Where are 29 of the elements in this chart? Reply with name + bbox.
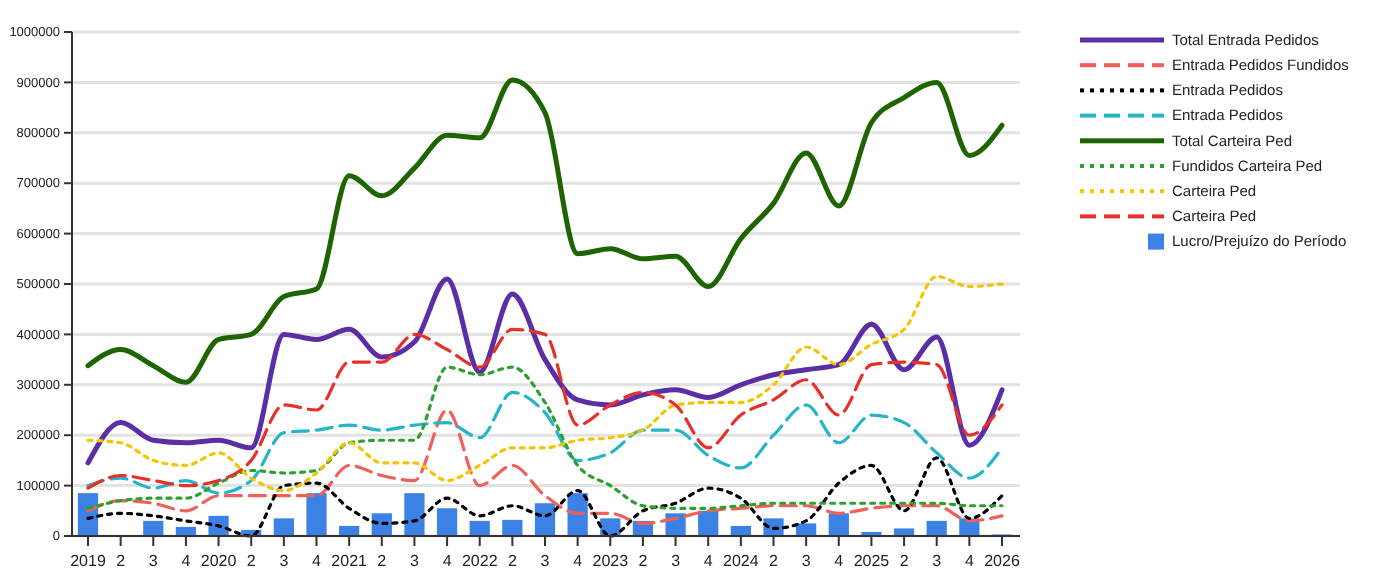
x-tick-label: 2 <box>899 552 910 570</box>
x-tick-label: 4 <box>834 552 845 570</box>
x-tick-label: 4 <box>181 552 192 570</box>
x-tick-label: 2019 <box>70 552 107 570</box>
x-tick-label: 2024 <box>723 552 760 570</box>
x-tick-label: 3 <box>148 552 159 570</box>
x-tick-label: 3 <box>279 552 290 570</box>
x-tick-label: 4 <box>964 552 975 570</box>
x-tick-label: 4 <box>573 552 584 570</box>
x-tick-label: 2025 <box>853 552 891 570</box>
x-tick-label: 4 <box>703 552 714 570</box>
x-tick-label: 3 <box>671 552 682 570</box>
x-tick-label: 3 <box>932 552 943 570</box>
x-tick-label: 2 <box>116 552 127 570</box>
x-tick-label: 2022 <box>461 552 499 570</box>
x-tick-label: 2021 <box>331 552 369 570</box>
x-tick-label: 4 <box>312 552 323 570</box>
x-tick-label: 2 <box>246 552 257 570</box>
x-tick-label: 2020 <box>200 552 238 570</box>
x-tick-label: 2023 <box>592 552 630 570</box>
x-tick-label: 3 <box>540 552 551 570</box>
x-tick-label: 2 <box>638 552 649 570</box>
x-tick-label: 2026 <box>984 552 1021 570</box>
x-tick-label: 4 <box>442 552 453 570</box>
x-tick-label: 3 <box>409 552 420 570</box>
x-tick-label: 2 <box>769 552 780 570</box>
x-tick-label: 3 <box>801 552 812 570</box>
x-tick-label: 2 <box>507 552 518 570</box>
x-tick-label: 2 <box>377 552 388 570</box>
